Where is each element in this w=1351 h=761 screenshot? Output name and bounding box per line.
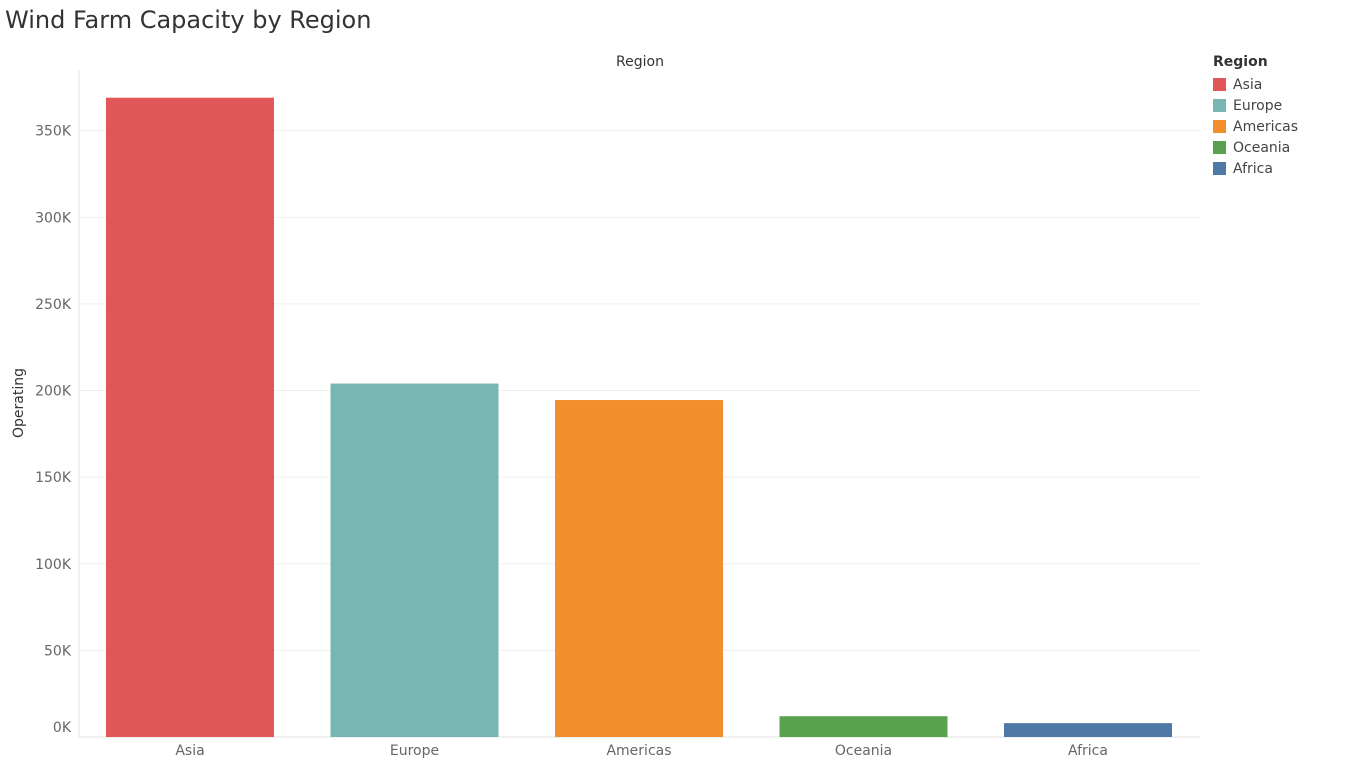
legend-item-oceania[interactable]: Oceania — [1213, 137, 1298, 158]
y-axis-label: Operating — [11, 368, 27, 438]
legend: Region Asia Europe Americas Oceania Africa — [1213, 54, 1298, 179]
legend-item-americas[interactable]: Americas — [1213, 116, 1298, 137]
x-tick-label: Africa — [1068, 743, 1108, 759]
x-tick-label: Europe — [390, 743, 439, 759]
legend-swatch — [1213, 162, 1226, 175]
legend-swatch — [1213, 120, 1226, 133]
legend-label: Oceania — [1233, 139, 1291, 156]
bar-africa[interactable] — [1004, 723, 1172, 737]
legend-label: Asia — [1233, 76, 1263, 93]
x-tick-label: Asia — [175, 743, 204, 759]
legend-swatch — [1213, 99, 1226, 112]
y-tick-label: 300K — [35, 210, 72, 226]
legend-item-europe[interactable]: Europe — [1213, 95, 1298, 116]
legend-item-africa[interactable]: Africa — [1213, 158, 1298, 179]
bar-asia[interactable] — [106, 97, 274, 737]
bar-oceania[interactable] — [779, 716, 948, 737]
x-tick-label: Oceania — [835, 743, 892, 759]
bar-europe[interactable] — [330, 383, 499, 737]
y-tick-label: 350K — [35, 124, 72, 140]
bar-americas[interactable] — [555, 400, 723, 737]
y-tick-label: 250K — [35, 297, 72, 313]
y-tick-label: 200K — [35, 384, 72, 400]
legend-item-asia[interactable]: Asia — [1213, 74, 1298, 95]
column-header-label: Region — [616, 54, 664, 70]
legend-label: Europe — [1233, 97, 1283, 114]
x-tick-labels: Asia Europe Americas Oceania Africa — [175, 743, 1108, 759]
y-tick-label: 50K — [44, 643, 72, 659]
legend-title: Region — [1213, 54, 1268, 70]
chart-title: Wind Farm Capacity by Region — [5, 6, 372, 34]
bars — [106, 97, 1172, 737]
legend-swatch — [1213, 141, 1226, 154]
y-tick-labels: 0K 50K 100K 150K 200K 250K 300K 350K — [35, 124, 72, 736]
y-tick-label: 150K — [35, 470, 72, 486]
legend-label: Americas — [1233, 118, 1299, 135]
y-tick-label: 100K — [35, 557, 72, 573]
y-tick-label: 0K — [53, 720, 72, 736]
legend-items: Asia Europe Americas Oceania Africa — [1213, 74, 1298, 179]
x-tick-label: Americas — [606, 743, 671, 759]
legend-label: Africa — [1233, 160, 1273, 177]
legend-swatch — [1213, 78, 1226, 91]
